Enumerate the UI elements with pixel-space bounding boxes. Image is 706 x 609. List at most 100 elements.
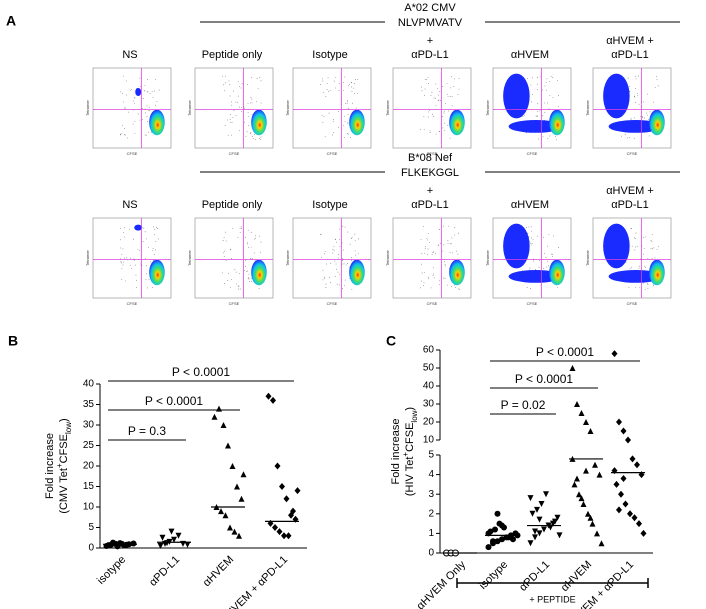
event-dot — [531, 237, 533, 239]
data-point — [574, 401, 580, 407]
y-axis-title-part: ) — [404, 407, 416, 411]
data-point — [265, 392, 272, 400]
event-dot — [125, 94, 127, 96]
event-dot — [254, 138, 256, 140]
event-dot — [432, 252, 434, 253]
data-point — [631, 514, 638, 522]
data-point — [598, 540, 605, 547]
event-dot — [120, 133, 122, 135]
data-point — [527, 495, 534, 502]
data-point — [620, 427, 627, 435]
event-dot — [133, 238, 134, 240]
event-dot — [537, 110, 539, 112]
event-dot — [635, 232, 637, 234]
event-dot — [357, 93, 359, 95]
event-dot — [243, 108, 245, 109]
event-dot — [423, 284, 424, 286]
event-dot — [224, 250, 225, 252]
data-point — [285, 532, 292, 540]
event-dot — [146, 265, 147, 266]
event-dot — [146, 287, 148, 289]
event-dot — [238, 106, 240, 108]
event-dot — [354, 83, 355, 84]
data-point — [105, 542, 112, 549]
data-point — [578, 410, 585, 416]
column-label: Isotype — [312, 199, 347, 211]
event-dot — [542, 268, 544, 269]
event-dot — [130, 89, 132, 91]
event-dot — [532, 238, 534, 240]
event-dot — [439, 242, 441, 244]
data-point — [218, 508, 224, 515]
event-dot — [353, 92, 355, 94]
event-dot — [327, 77, 329, 79]
event-dot — [137, 113, 139, 115]
event-dot — [251, 98, 253, 100]
flow-plot: CFSE Tetramer — [485, 67, 572, 156]
data-point — [556, 532, 563, 539]
event-dot — [146, 238, 148, 240]
event-dot — [442, 85, 443, 87]
plot-frame — [392, 67, 472, 149]
data-point — [171, 536, 177, 543]
event-dot — [120, 91, 122, 93]
density-cluster — [649, 109, 665, 136]
event-dot — [254, 260, 256, 262]
event-dot — [338, 254, 339, 255]
event-dot — [544, 85, 546, 87]
event-dot — [351, 102, 353, 104]
event-dot — [419, 129, 421, 130]
event-dot — [245, 265, 246, 267]
event-dot — [457, 94, 459, 95]
event-dot — [139, 250, 140, 252]
column-label: αPD-L1 — [611, 199, 649, 211]
data-point — [622, 500, 629, 508]
event-dot — [633, 117, 635, 119]
data-point — [499, 522, 505, 529]
event-dot — [638, 103, 640, 105]
event-dot — [646, 112, 648, 114]
event-dot — [450, 76, 452, 78]
event-dot — [325, 283, 327, 285]
event-dot — [424, 252, 426, 254]
column-label: αPD-L1 — [411, 199, 449, 211]
event-dot — [439, 131, 440, 132]
event-dot — [124, 106, 126, 108]
event-dot — [640, 115, 641, 117]
data-point — [274, 462, 281, 470]
y-axis-label: Tetramer — [385, 249, 390, 265]
y-tick-label: 2 — [428, 508, 434, 519]
plot-frame — [92, 67, 172, 149]
event-dot — [256, 77, 258, 79]
event-dot — [141, 108, 143, 109]
y-axis-label: Tetramer — [85, 99, 90, 115]
event-dot — [339, 83, 340, 85]
event-dot — [642, 117, 643, 118]
event-dot — [229, 249, 231, 251]
data-point — [580, 501, 587, 507]
event-dot — [644, 288, 646, 290]
flow-plot: CFSE Tetramer — [285, 217, 372, 306]
y-axis-title: (CMV Tet+CFSElow) — [55, 418, 73, 513]
event-dot — [351, 90, 353, 92]
panel-label: C — [386, 333, 396, 349]
event-dot — [148, 131, 150, 133]
peptide-header: B*08 Nef — [408, 152, 453, 164]
data-point — [534, 506, 540, 513]
event-dot — [122, 75, 124, 77]
event-dot — [429, 241, 430, 243]
event-dot — [444, 102, 446, 104]
event-dot — [246, 271, 248, 272]
event-dot — [355, 107, 357, 109]
event-dot — [427, 248, 429, 250]
event-dot — [223, 256, 225, 257]
event-dot — [534, 268, 536, 270]
flow-plot: CFSE Tetramer — [485, 217, 572, 306]
event-dot — [244, 259, 246, 261]
event-dot — [229, 84, 231, 85]
event-dot — [223, 252, 225, 254]
event-dot — [549, 95, 551, 97]
event-dot — [232, 116, 234, 118]
event-dot — [621, 135, 622, 137]
event-dot — [149, 110, 151, 112]
